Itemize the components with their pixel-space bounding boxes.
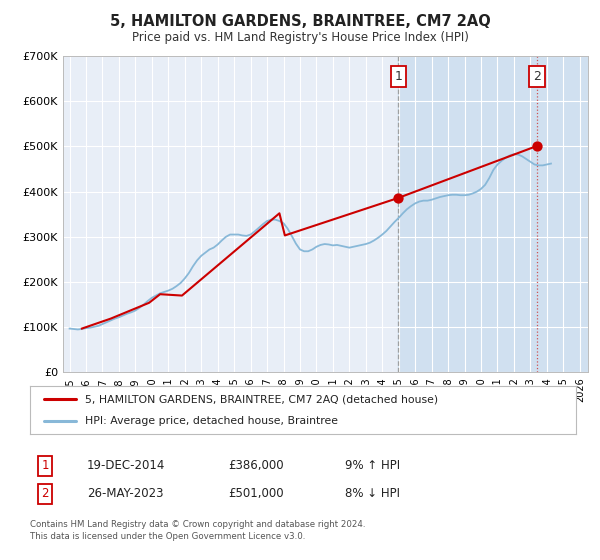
Bar [398, 56, 588, 372]
Text: £501,000: £501,000 [228, 487, 284, 501]
Text: 2: 2 [533, 70, 541, 83]
Text: 8% ↓ HPI: 8% ↓ HPI [345, 487, 400, 501]
Text: 1: 1 [394, 70, 402, 83]
Text: £386,000: £386,000 [228, 459, 284, 473]
Text: 5, HAMILTON GARDENS, BRAINTREE, CM7 2AQ (detached house): 5, HAMILTON GARDENS, BRAINTREE, CM7 2AQ … [85, 394, 438, 404]
Text: 2: 2 [41, 487, 49, 501]
Text: 26-MAY-2023: 26-MAY-2023 [87, 487, 163, 501]
Text: 1: 1 [41, 459, 49, 473]
Text: Price paid vs. HM Land Registry's House Price Index (HPI): Price paid vs. HM Land Registry's House … [131, 31, 469, 44]
Text: Contains HM Land Registry data © Crown copyright and database right 2024.
This d: Contains HM Land Registry data © Crown c… [30, 520, 365, 541]
Text: 9% ↑ HPI: 9% ↑ HPI [345, 459, 400, 473]
Text: HPI: Average price, detached house, Braintree: HPI: Average price, detached house, Brai… [85, 416, 338, 426]
Point [394, 193, 403, 202]
Point [532, 142, 542, 151]
Text: 5, HAMILTON GARDENS, BRAINTREE, CM7 2AQ: 5, HAMILTON GARDENS, BRAINTREE, CM7 2AQ [110, 14, 490, 29]
Text: 19-DEC-2014: 19-DEC-2014 [87, 459, 166, 473]
